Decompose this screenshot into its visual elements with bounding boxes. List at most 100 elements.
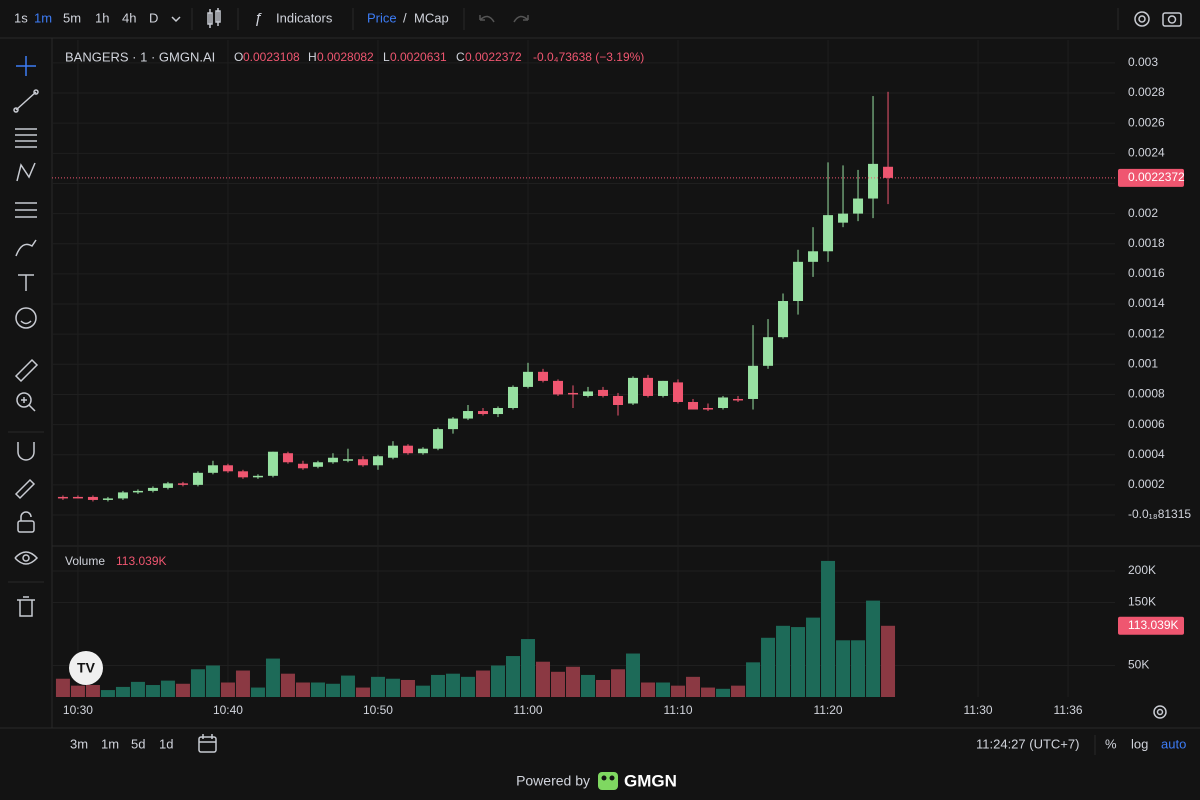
volume-bar bbox=[596, 679, 611, 697]
last-volume-tag bbox=[1118, 616, 1184, 635]
range-button[interactable]: 3m bbox=[70, 736, 88, 751]
volume-bar bbox=[686, 676, 701, 697]
candle-body bbox=[883, 166, 894, 178]
interval-button[interactable]: 4h bbox=[122, 10, 136, 25]
candle-body bbox=[357, 459, 368, 466]
last-price-tag bbox=[1118, 168, 1184, 187]
range-button[interactable]: 1m bbox=[101, 736, 119, 751]
axis-settings[interactable] bbox=[1153, 705, 1167, 719]
y-tick-label: -0.0₁₈81315 bbox=[1128, 507, 1191, 521]
price-toggle[interactable]: Price bbox=[367, 10, 397, 25]
volume-bar bbox=[776, 625, 791, 697]
candle-body bbox=[177, 483, 188, 485]
volume-bar bbox=[611, 669, 626, 697]
volume-bar bbox=[535, 661, 550, 697]
volume-value: 113.039K bbox=[116, 554, 167, 568]
volume-bar bbox=[400, 679, 415, 697]
volume-bar bbox=[671, 685, 686, 697]
x-tick-label: 10:50 bbox=[363, 703, 393, 717]
volume-bar bbox=[85, 685, 100, 697]
symbol-title: BANGERS · 1 · GMGN.AI bbox=[65, 49, 215, 64]
range-button[interactable]: 5d bbox=[131, 736, 145, 751]
volume-bar bbox=[821, 560, 836, 697]
volume-bar bbox=[70, 685, 85, 697]
candle-body bbox=[192, 472, 203, 485]
candle-body bbox=[522, 371, 533, 387]
undo-button[interactable] bbox=[479, 15, 495, 23]
candle-body bbox=[132, 490, 143, 493]
indicators-button[interactable]: Indicators bbox=[276, 10, 333, 25]
y-tick-label: 0.0018 bbox=[1128, 236, 1165, 250]
candle-body bbox=[718, 397, 729, 409]
volume-bar bbox=[220, 682, 235, 697]
interval-button[interactable]: 1h bbox=[95, 10, 109, 25]
tool-icons[interactable] bbox=[13, 56, 39, 617]
volume-bar bbox=[415, 685, 430, 697]
volume-bar bbox=[806, 617, 821, 697]
last-volume-label: 113.039K bbox=[1128, 618, 1179, 632]
candle-body bbox=[447, 418, 458, 430]
candle-body bbox=[748, 365, 759, 399]
x-tick-label: 11:20 bbox=[813, 703, 842, 717]
candle-body bbox=[117, 492, 128, 499]
y-tick-label: 0.0012 bbox=[1128, 326, 1165, 340]
volume-bar bbox=[190, 669, 205, 697]
mcap-toggle[interactable]: MCap bbox=[414, 10, 449, 25]
y-tick-label: 0.002 bbox=[1128, 206, 1158, 220]
volume-bar bbox=[731, 685, 746, 697]
volume-bar bbox=[355, 687, 370, 697]
ohlc-value: 0.0023108 bbox=[243, 50, 300, 64]
interval-button[interactable]: 5m bbox=[63, 10, 81, 25]
volume-bar bbox=[100, 690, 115, 697]
volume-bar bbox=[370, 676, 385, 697]
date-range-button[interactable] bbox=[198, 734, 217, 753]
candle-body bbox=[327, 457, 338, 463]
volume-bar bbox=[430, 674, 445, 697]
candle-body bbox=[673, 382, 684, 402]
y-tick-label: 0.001 bbox=[1128, 356, 1158, 370]
volume-bar bbox=[716, 688, 731, 697]
volume-bar bbox=[656, 682, 671, 697]
interval-dropdown[interactable] bbox=[171, 16, 181, 23]
volume-bar bbox=[641, 682, 656, 697]
candle-body bbox=[703, 408, 714, 410]
toggle-separator: / bbox=[403, 10, 407, 25]
volume-bar bbox=[325, 683, 340, 697]
y-tick-label: 200K bbox=[1128, 563, 1156, 577]
indicators-icon[interactable]: ƒ bbox=[254, 10, 262, 27]
candle-body bbox=[763, 337, 774, 366]
candle-body bbox=[838, 213, 849, 223]
range-button[interactable]: 1d bbox=[159, 736, 173, 751]
chart-type-button[interactable] bbox=[207, 8, 221, 28]
ohlc-value: 0.0022372 bbox=[465, 50, 522, 64]
candle-body bbox=[252, 475, 263, 478]
auto-toggle[interactable]: auto bbox=[1161, 736, 1186, 751]
interval-button[interactable]: D bbox=[149, 10, 158, 25]
last-price-label: 0.0022372 bbox=[1128, 170, 1185, 184]
volume-bar bbox=[445, 673, 460, 697]
settings-button[interactable] bbox=[1134, 11, 1150, 27]
percent-toggle[interactable]: % bbox=[1105, 736, 1117, 751]
candle-body bbox=[583, 391, 594, 396]
volume-bar bbox=[851, 640, 866, 697]
candle-body bbox=[477, 411, 488, 415]
screenshot-button[interactable] bbox=[1162, 12, 1182, 27]
volume-bar bbox=[550, 671, 565, 697]
volume-bar bbox=[475, 670, 490, 697]
y-tick-label: 0.0006 bbox=[1128, 417, 1165, 431]
candle-body bbox=[57, 496, 68, 499]
volume-bar bbox=[280, 673, 295, 697]
y-tick-label: 150K bbox=[1128, 595, 1156, 609]
y-tick-label: 0.0002 bbox=[1128, 477, 1165, 491]
redo-button[interactable] bbox=[513, 15, 529, 23]
ohlc-label: L bbox=[383, 50, 390, 64]
volume-bar bbox=[145, 685, 160, 697]
candle-body bbox=[552, 380, 563, 395]
interval-button[interactable]: 1s bbox=[14, 10, 28, 25]
volume-bar bbox=[490, 665, 505, 697]
log-toggle[interactable]: log bbox=[1131, 736, 1148, 751]
y-tick-label: 0.0008 bbox=[1128, 387, 1165, 401]
interval-button[interactable]: 1m bbox=[34, 10, 52, 25]
